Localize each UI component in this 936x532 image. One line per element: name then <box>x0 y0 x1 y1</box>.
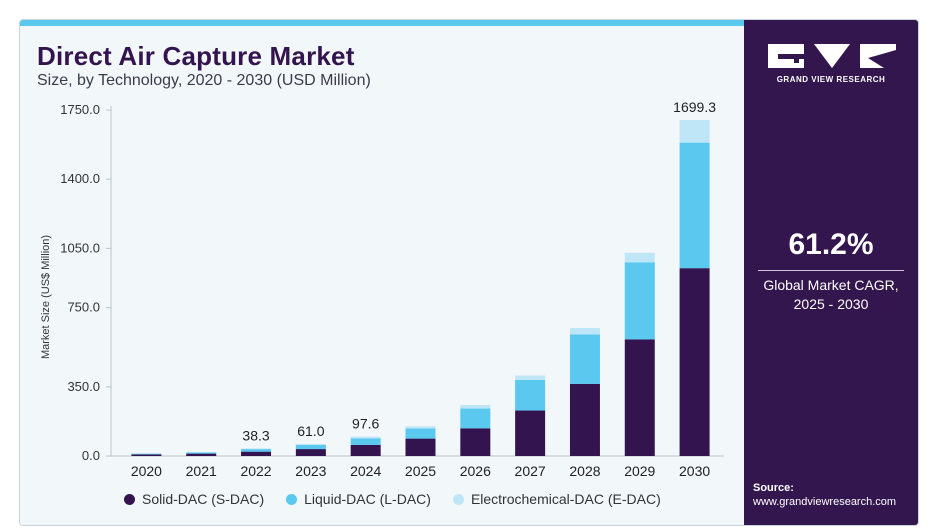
y-tick-label: 350.0 <box>67 379 100 394</box>
bar-segment-solid <box>350 444 381 456</box>
x-tick-label: 2030 <box>679 463 710 479</box>
bar-segment-solid <box>515 410 546 456</box>
legend: Solid-DAC (S-DAC) Liquid-DAC (L-DAC) Ele… <box>124 491 661 507</box>
cagr-label-line1: Global Market CAGR, <box>763 277 899 293</box>
legend-swatch-liquid <box>286 493 298 505</box>
legend-label-electro: Electrochemical-DAC (E-DAC) <box>470 491 661 507</box>
legend-item-electro: Electrochemical-DAC (E-DAC) <box>452 491 661 507</box>
bar-segment-liquid <box>241 449 272 452</box>
bar-segment-solid <box>624 339 655 456</box>
x-tick-label: 2024 <box>350 463 381 479</box>
bar-segment-liquid <box>350 438 381 445</box>
cagr-value: 61.2% <box>788 228 874 261</box>
data-label: 38.3 <box>242 427 269 443</box>
gvr-logo-icon <box>768 44 896 68</box>
x-tick-label: 2028 <box>569 463 600 479</box>
logo-text: GRAND VIEW RESEARCH <box>776 75 886 84</box>
bar-segment-liquid <box>405 428 436 439</box>
bar-segment-electro <box>569 328 600 335</box>
bar-segment-solid <box>241 451 272 456</box>
bar-chart: Market Size (US$ Million) 0.0 350.0 750.0 1… <box>40 99 724 479</box>
data-label: 61.0 <box>297 423 324 439</box>
bar-segment-solid <box>569 383 600 456</box>
bar-segment-electro <box>241 448 272 450</box>
y-tick-label: 0.0 <box>82 448 100 463</box>
legend-swatch-electro <box>452 493 464 505</box>
chart-title: Direct Air Capture Market <box>37 41 355 71</box>
chart-subtitle: Size, by Technology, 2020 - 2030 (USD Mi… <box>37 72 371 89</box>
y-axis-label: Market Size (US$ Million) <box>40 235 52 359</box>
bar-segment-electro <box>350 436 381 439</box>
legend-item-solid: Solid-DAC (S-DAC) <box>124 491 264 507</box>
legend-label-solid: Solid-DAC (S-DAC) <box>142 491 265 507</box>
bar-segment-liquid <box>569 334 600 384</box>
legend-label-liquid: Liquid-DAC (L-DAC) <box>304 491 431 507</box>
cagr-label: Global Market CAGR, 2025 - 2030 <box>744 276 918 314</box>
x-tick-label: 2025 <box>405 463 436 479</box>
cagr-label-line2: 2025 - 2030 <box>793 296 869 312</box>
data-label: 97.6 <box>352 416 379 432</box>
accent-strip <box>20 20 744 26</box>
bar-segment-electro <box>624 252 655 263</box>
bar-segment-electro <box>515 375 546 380</box>
bar-segment-liquid <box>131 453 162 455</box>
y-tick-label: 1400.0 <box>60 171 100 186</box>
chart-frame: Direct Air Capture Market Size, by Techn… <box>19 19 919 526</box>
x-tick-label: 2020 <box>131 463 162 479</box>
x-tick-label: 2021 <box>186 463 217 479</box>
bar-segment-electro <box>679 120 710 143</box>
x-tick-label: 2023 <box>295 463 326 479</box>
bar-segment-electro <box>295 443 326 445</box>
bar-segment-liquid <box>460 408 491 429</box>
bar-segment-liquid <box>679 142 710 269</box>
bar-segment-solid <box>405 438 436 456</box>
bar-segment-electro <box>460 404 491 409</box>
x-tick-label: 2022 <box>240 463 271 479</box>
y-tick-label: 750.0 <box>67 300 100 315</box>
bar-segment-solid <box>131 454 162 456</box>
bar-segment-liquid <box>295 444 326 450</box>
legend-item-liquid: Liquid-DAC (L-DAC) <box>286 491 431 507</box>
bar-segment-liquid <box>186 452 217 454</box>
x-tick-label: 2027 <box>515 463 546 479</box>
bar-segment-liquid <box>515 379 546 411</box>
y-tick-label: 1750.0 <box>60 102 100 117</box>
x-tick-label: 2026 <box>460 463 491 479</box>
side-panel: GRAND VIEW RESEARCH 61.2% Global Market … <box>744 20 918 525</box>
bar-segment-solid <box>295 449 326 456</box>
legend-swatch-solid <box>124 493 135 505</box>
bar-segment-electro <box>405 426 436 429</box>
main-panel <box>20 26 744 525</box>
source-label: Source: <box>753 482 794 494</box>
data-label: 1699.3 <box>673 99 716 115</box>
bar-segment-solid <box>460 428 491 456</box>
bar-segment-solid <box>186 453 217 456</box>
cagr-divider <box>758 270 904 271</box>
source-url: www.grandviewresearch.com <box>753 496 897 508</box>
y-tick-label: 1050.0 <box>60 240 100 255</box>
bar-segment-liquid <box>624 262 655 340</box>
bar-segment-solid <box>679 268 710 456</box>
x-tick-label: 2029 <box>624 463 655 479</box>
